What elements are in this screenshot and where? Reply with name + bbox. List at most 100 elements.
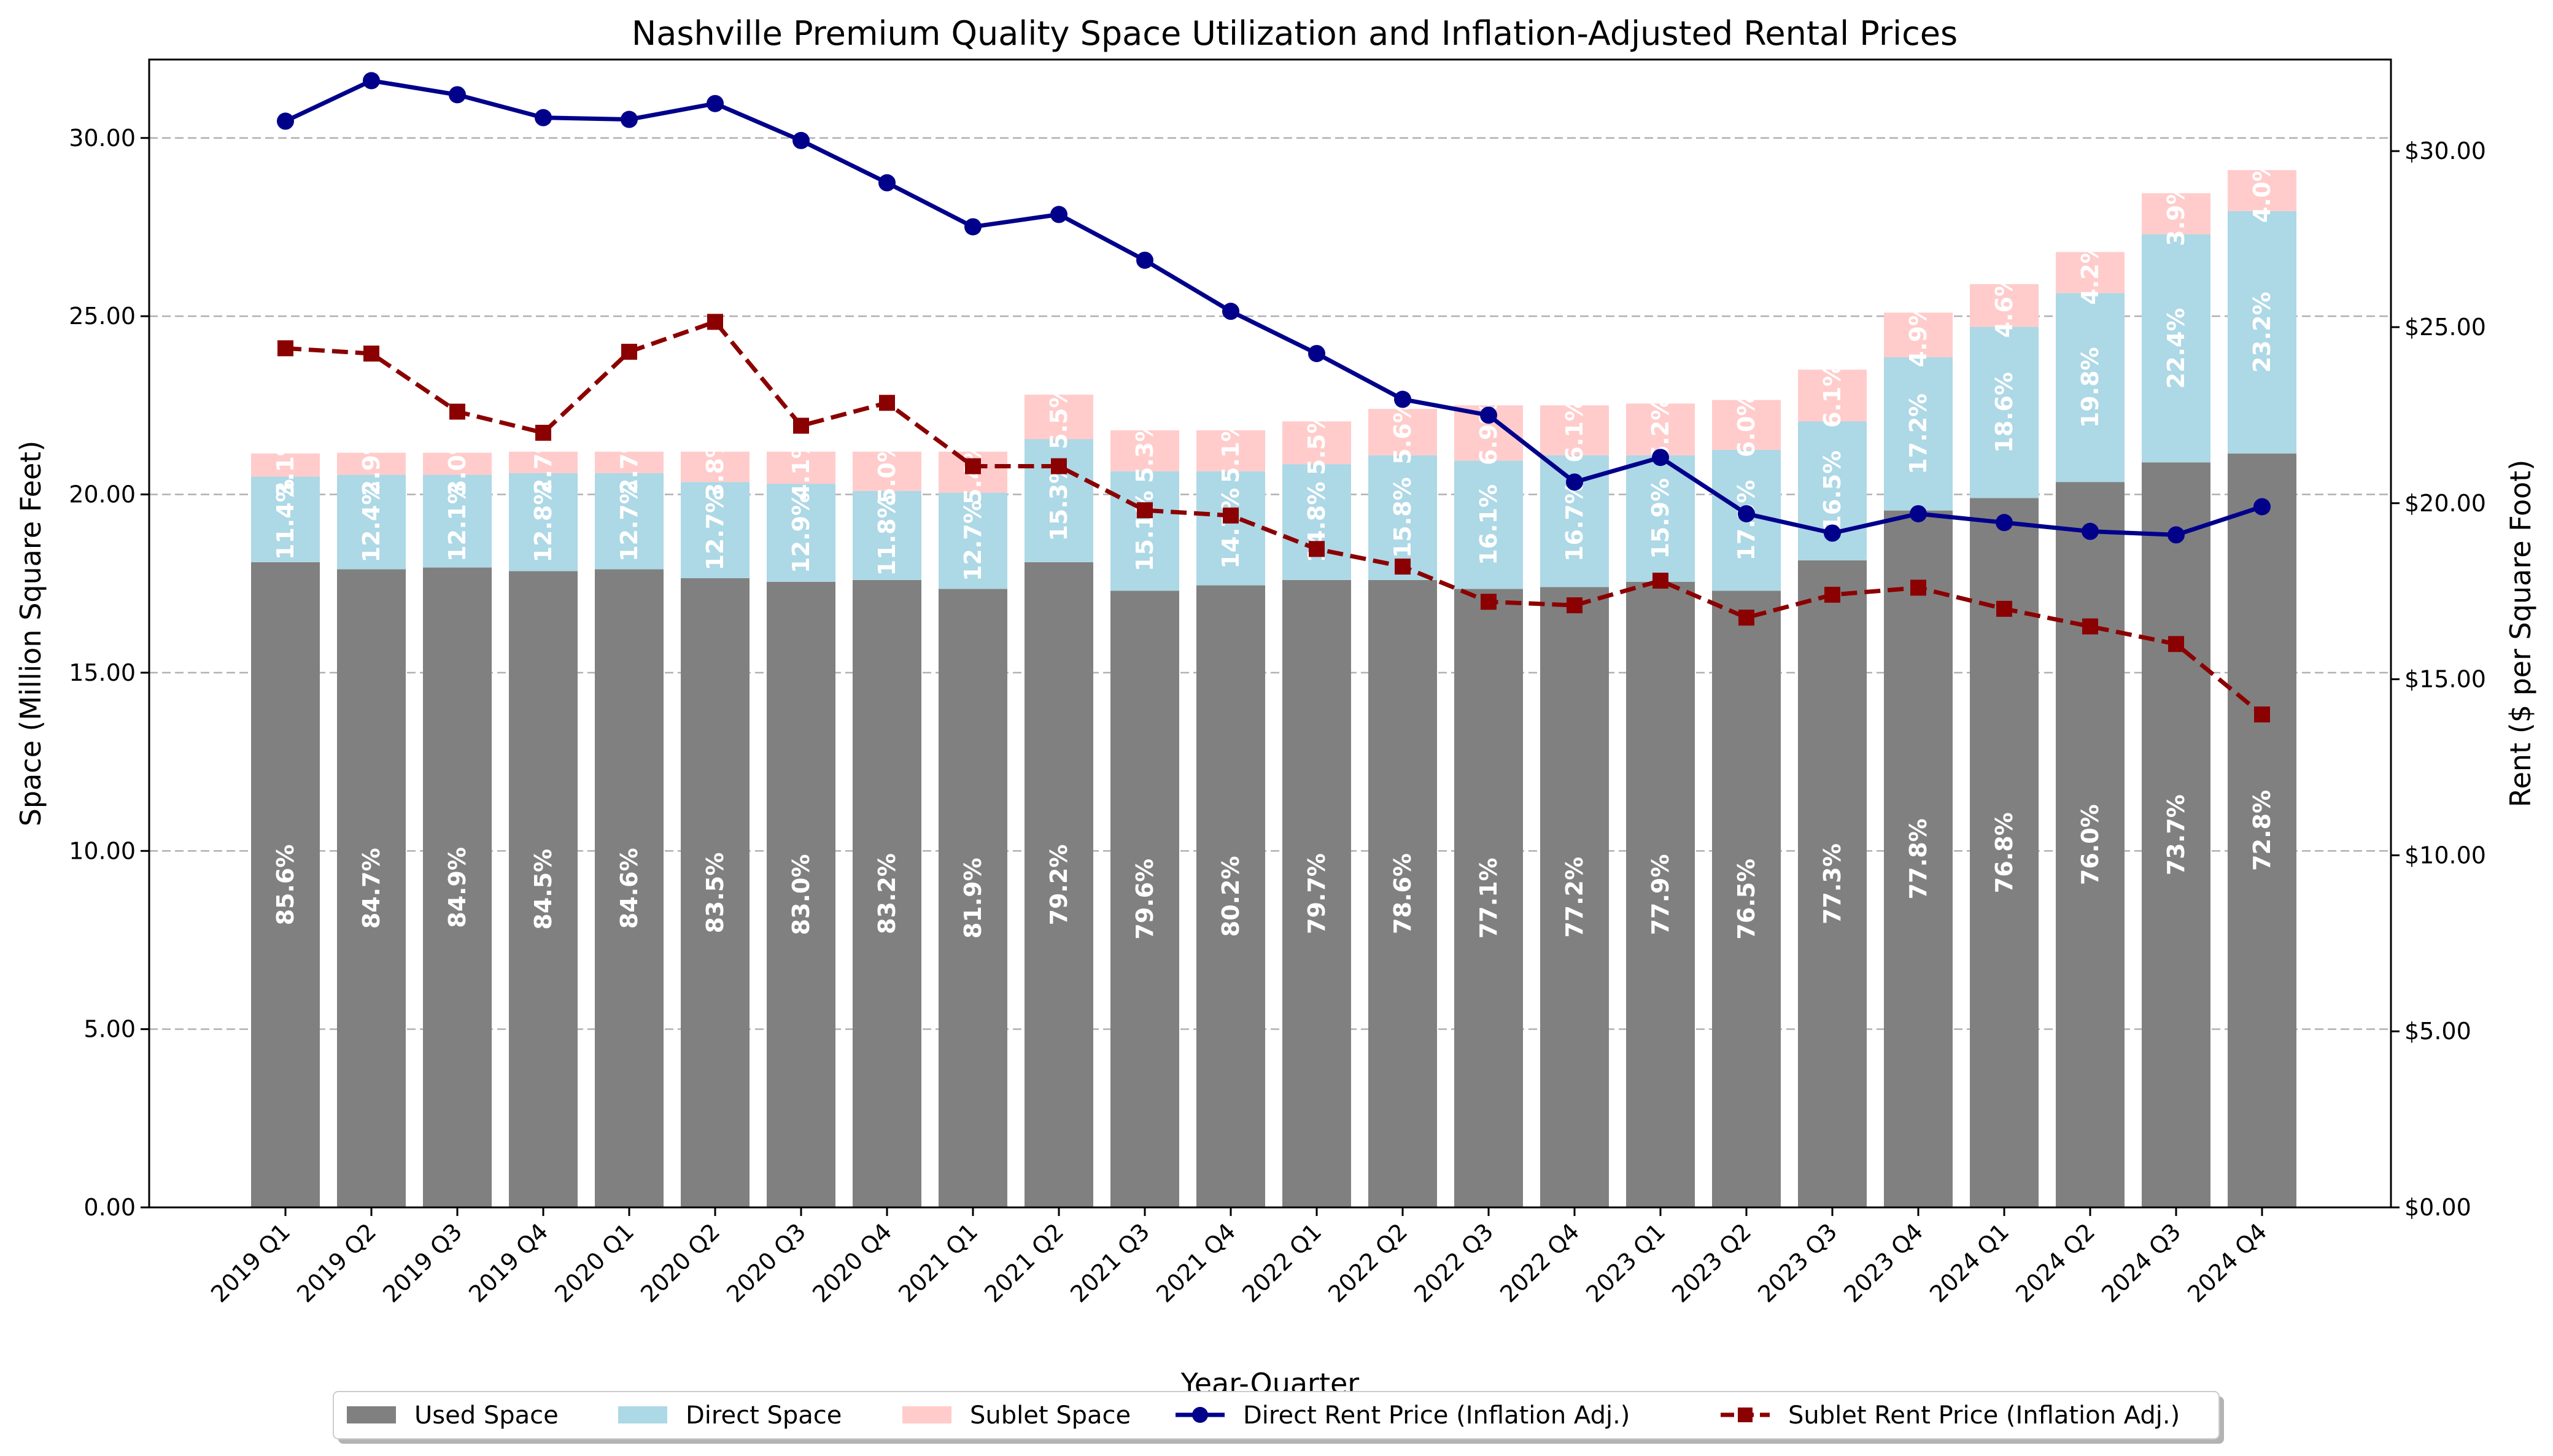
direct-space-bar	[1626, 455, 1695, 582]
used-space-label: 83.0%	[788, 854, 815, 935]
y-tick-label: 10.00	[69, 837, 136, 864]
sublet-space-label: 5.6%	[1389, 400, 1416, 464]
used-space-bar	[1798, 560, 1867, 1207]
sublet-rent-point	[277, 340, 293, 357]
sublet-space-bar	[1712, 400, 1781, 450]
sublet-rent-point	[1309, 541, 1325, 557]
sublet-space-label: 5.5%	[1303, 411, 1330, 475]
used-space-label: 73.7%	[2163, 794, 2190, 875]
sublet-rent-point	[363, 345, 379, 362]
direct-space-bar	[2142, 234, 2210, 463]
legend-swatch	[347, 1406, 396, 1423]
sublet-space-bar	[1970, 284, 2039, 327]
direct-rent-point	[363, 72, 380, 90]
bars	[251, 170, 2296, 1208]
used-space-label: 79.2%	[1045, 845, 1072, 926]
x-tick-label: 2022 Q4	[1495, 1218, 1584, 1307]
sublet-space-label: 4.9%	[1905, 303, 1932, 367]
sublet-rent-point	[1910, 579, 1926, 596]
used-space-bar	[337, 569, 406, 1207]
direct-rent-point	[1910, 505, 1927, 522]
direct-rent-point	[1824, 524, 1841, 542]
direct-space-label: 22.4%	[2163, 308, 2190, 389]
rent-lines	[277, 72, 2271, 722]
sublet-space-label: 2.7%	[616, 430, 643, 495]
direct-rent-point	[1652, 449, 1669, 467]
sublet-space-label: 5.0%	[874, 439, 901, 503]
used-space-bar	[2228, 453, 2296, 1207]
sublet-space-bar	[2228, 170, 2296, 211]
x-tick-label: 2019 Q2	[292, 1218, 381, 1307]
x-tick-label: 2020 Q3	[721, 1218, 811, 1307]
sublet-space-bar	[2142, 193, 2210, 234]
sublet-space-bar	[1540, 405, 1609, 455]
x-tick-label: 2021 Q4	[1151, 1218, 1241, 1307]
y-tick-label: 20.00	[69, 481, 136, 508]
used-space-label: 83.2%	[874, 853, 901, 934]
sublet-space-bar	[2056, 252, 2125, 293]
used-space-bar	[1110, 591, 1179, 1207]
used-space-bar	[767, 581, 835, 1207]
direct-rent-point	[1308, 344, 1325, 362]
sublet-space-bar	[1884, 312, 1953, 357]
direct-space-label: 15.8%	[1389, 477, 1416, 558]
sublet-space-label: 6.1%	[1561, 398, 1588, 462]
sublet-rent-point	[1738, 610, 1754, 626]
sublet-rent-line	[285, 319, 2264, 716]
used-space-bar	[1540, 587, 1609, 1207]
sublet-space-bar	[1282, 421, 1351, 465]
direct-space-bar	[337, 474, 406, 570]
chart-title: Nashville Premium Quality Space Utilizat…	[632, 14, 1958, 53]
direct-rent-point	[1480, 406, 1497, 424]
used-space-bar	[1282, 579, 1351, 1207]
x-tick-label: 2022 Q3	[1409, 1218, 1498, 1307]
used-space-label: 80.2%	[1217, 856, 1244, 937]
direct-rent-point	[1566, 473, 1583, 491]
sublet-rent-point	[1824, 586, 1840, 603]
used-space-label: 77.2%	[1561, 857, 1588, 938]
sublet-space-bar	[1110, 430, 1179, 471]
used-space-label: 79.6%	[1131, 859, 1158, 940]
sublet-space-bar	[251, 453, 320, 477]
used-space-bar	[595, 569, 664, 1207]
legend-used-space: Used Space	[347, 1401, 559, 1430]
direct-rent-point	[621, 110, 638, 128]
used-space-label: 85.6%	[272, 845, 299, 926]
sublet-rent-point	[2254, 706, 2270, 722]
sublet-space-bar	[337, 452, 406, 475]
y2-tick-label: $15.00	[2404, 666, 2486, 693]
used-space-label: 79.7%	[1303, 853, 1330, 934]
direct-rent-point	[1394, 390, 1411, 408]
direct-rent-point	[2253, 498, 2271, 516]
sublet-rent-point	[965, 458, 981, 474]
y-tick-label: 25.00	[69, 303, 136, 330]
sublet-rent-point	[2168, 636, 2184, 652]
direct-space-label: 17.2%	[1905, 393, 1932, 474]
direct-rent-point	[1136, 251, 1153, 269]
direct-space-label: 12.7%	[702, 490, 729, 571]
x-tick-label: 2019 Q1	[206, 1218, 295, 1307]
used-space-bar	[853, 579, 921, 1207]
direct-space-label: 11.4%	[272, 479, 299, 560]
legend-direct-space: Direct Space	[618, 1401, 842, 1430]
x-tick-label: 2020 Q1	[549, 1218, 639, 1307]
direct-space-bar	[1454, 460, 1523, 589]
used-space-label: 81.9%	[959, 858, 986, 939]
sublet-space-label: 4.0%	[2249, 158, 2276, 223]
x-tick-label: 2021 Q2	[979, 1218, 1069, 1307]
direct-rent-point	[1738, 505, 1755, 522]
sublet-space-label: 5.1%	[1217, 419, 1244, 483]
direct-rent-point	[2082, 522, 2099, 540]
sublet-rent-point	[793, 417, 809, 434]
sublet-rent-point	[1652, 572, 1668, 589]
direct-rent-line	[284, 78, 2263, 537]
direct-space-bar	[1884, 357, 1953, 511]
sublet-rent-point	[1481, 594, 1497, 610]
direct-rent-point	[277, 112, 294, 130]
direct-space-bar	[2056, 293, 2125, 482]
direct-rent-point	[2168, 526, 2185, 544]
legend-sublet-rent: Sublet Rent Price (Inflation Adj.)	[1721, 1401, 2180, 1430]
used-space-bar	[1626, 581, 1695, 1207]
x-tick-label: 2019 Q4	[463, 1218, 553, 1307]
x-tick-label: 2021 Q1	[893, 1218, 983, 1307]
